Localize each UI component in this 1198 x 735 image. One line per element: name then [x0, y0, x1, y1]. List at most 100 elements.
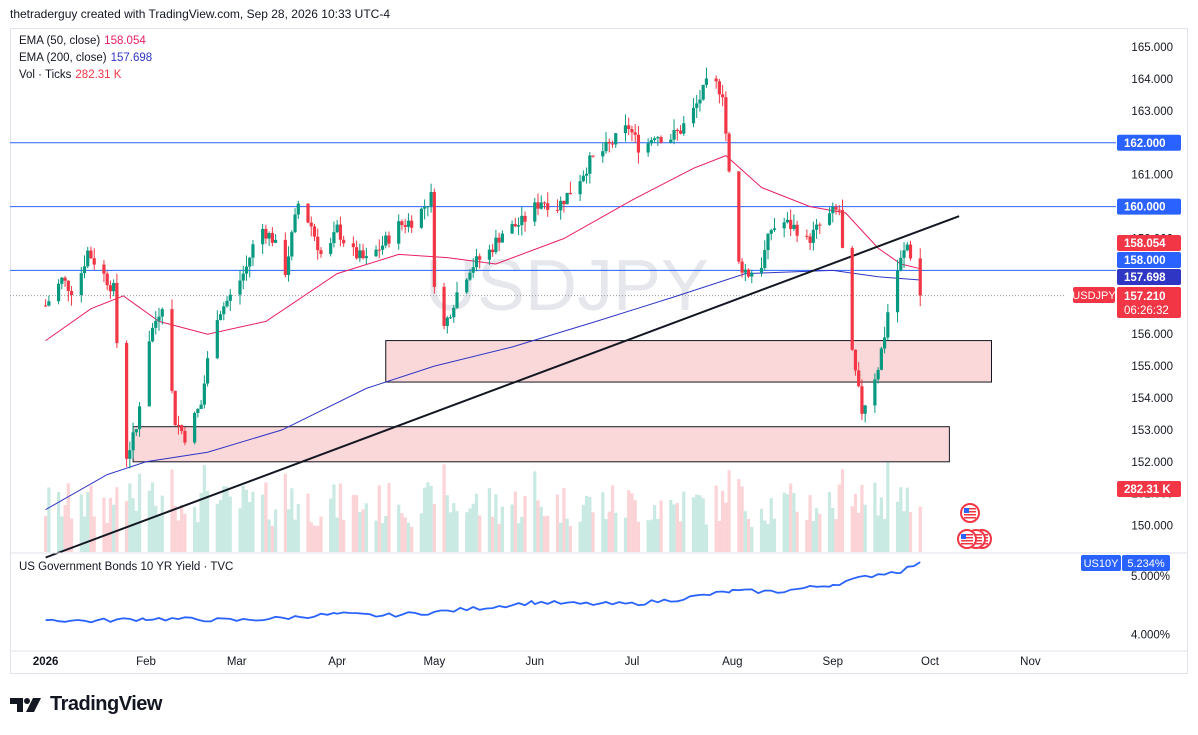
candle-body-192 — [918, 258, 922, 296]
candle-body-143 — [695, 103, 699, 108]
volume-bar-105 — [520, 516, 524, 552]
time-tick-1: Feb — [136, 656, 156, 668]
badge-yield-symbol-bg — [1081, 555, 1121, 571]
volume-bar-139 — [675, 503, 679, 552]
volume-bar-42 — [238, 508, 242, 552]
candle-body-168 — [808, 236, 812, 243]
price-tick-6: 156.000 — [1131, 329, 1173, 341]
candle-body-81 — [410, 220, 414, 228]
time-tick-7: Aug — [722, 656, 742, 668]
time-tick-3: Apr — [328, 656, 346, 668]
volume-bar-174 — [834, 519, 838, 552]
volume-bar-48 — [264, 482, 268, 552]
volume-bar-32 — [193, 506, 197, 552]
legend-volume[interactable]: Vol · Ticks 282.31 K — [19, 69, 121, 81]
volume-bar-122 — [601, 492, 605, 552]
candle-body-138 — [672, 129, 676, 140]
event-flags[interactable] — [957, 503, 992, 549]
legend-us10y[interactable]: US Government Bonds 10 YR Yield · TVC — [19, 561, 234, 573]
candle-body-184 — [879, 348, 883, 370]
volume-bar-182 — [873, 482, 877, 552]
badge-level-158-text: 158.000 — [1124, 255, 1166, 267]
candle-body-129 — [630, 129, 634, 133]
volume-bar-95 — [474, 493, 479, 552]
candle-body-80 — [406, 220, 411, 227]
badge-volume-text: 282.31 K — [1124, 484, 1171, 496]
volume-bar-80 — [406, 522, 411, 552]
us-flag-icon-0-stripe-2 — [964, 514, 976, 516]
candle-body-186 — [886, 312, 890, 338]
volume-bar-120 — [588, 497, 592, 552]
candle-body-165 — [792, 224, 796, 229]
candle-body-74 — [380, 245, 385, 250]
volume-bar-161 — [772, 518, 777, 552]
volume-bar-62 — [329, 498, 333, 552]
time-axis[interactable]: 2026 Feb Mar Apr May Jun Jul Aug Sep Oct Nov — [33, 656, 1041, 668]
volume-bar-184 — [879, 497, 883, 552]
badge-yield-value-bg — [1122, 555, 1170, 571]
candle-body-178 — [853, 349, 858, 371]
badge-last-price-text: 157.210 — [1124, 291, 1166, 303]
candle-body-94 — [471, 267, 475, 273]
symbol-watermark: USDJPY — [425, 246, 709, 326]
volume-bar-64 — [335, 517, 339, 552]
candle-body-107 — [533, 202, 537, 222]
volume-bar-21 — [137, 473, 142, 552]
volume-bar-51 — [274, 509, 278, 552]
volume-bar-103 — [513, 491, 517, 552]
legend-ema200[interactable]: EMA (200, close) 157.698 — [19, 52, 152, 64]
volume-bar-166 — [795, 511, 799, 552]
candle-body-44 — [244, 266, 249, 274]
volume-bar-179 — [857, 512, 861, 552]
candle-body-121 — [591, 155, 595, 157]
candle-body-32 — [193, 412, 197, 443]
candle-body-86 — [432, 192, 436, 287]
candle-body-153 — [740, 261, 744, 273]
candle-body-79 — [403, 224, 407, 227]
candle-body-64 — [335, 224, 339, 233]
candle-body-25 — [157, 316, 161, 321]
candle-body-20 — [134, 429, 138, 433]
footer-brand[interactable]: TradingView — [10, 693, 162, 716]
volume-bar-79 — [403, 517, 407, 552]
candle-body-179 — [857, 370, 861, 387]
volume-bar-22 — [147, 490, 151, 552]
support-zone-1 — [132, 426, 950, 463]
time-tick-6: Jul — [625, 656, 640, 668]
volume-bar-186 — [886, 462, 890, 552]
candle-body-48 — [264, 228, 268, 239]
volume-bar-190 — [905, 487, 909, 552]
volume-bar-46 — [251, 491, 255, 552]
volume-bar-43 — [241, 485, 245, 552]
volume-bar-71 — [364, 503, 368, 552]
volume-bar-5 — [66, 483, 70, 552]
candle-body-191 — [908, 244, 913, 259]
price-tick-14: 164.000 — [1131, 74, 1173, 86]
volume-bar-99 — [494, 494, 498, 552]
volume-bar-87 — [442, 464, 446, 552]
horizontal-levels — [10, 142, 1116, 297]
candle-body-67 — [351, 243, 355, 248]
candle-body-50 — [270, 233, 274, 243]
volume-bar-176 — [840, 469, 845, 552]
price-axis[interactable]: 150.000151.000152.000153.000154.000155.0… — [10, 42, 1188, 652]
yield-line — [45, 561, 921, 624]
ema50-line — [45, 155, 921, 342]
volume-bar-94 — [471, 503, 475, 552]
badge-ema50-text: 158.054 — [1124, 238, 1166, 250]
volume-bar-130 — [633, 500, 637, 552]
badge-symbol-bg — [1073, 287, 1115, 303]
candle-body-190 — [905, 244, 909, 251]
volume-bar-164 — [789, 483, 793, 552]
volume-bar-129 — [630, 493, 634, 552]
volume-bar-52 — [283, 473, 287, 552]
volume-bar-24 — [154, 505, 158, 552]
candle-body-70 — [361, 250, 365, 259]
trendline[interactable] — [45, 215, 960, 559]
legend-ema50[interactable]: EMA (50, close) 158.054 — [19, 35, 146, 47]
volume-bar-145 — [701, 498, 705, 552]
volume-bar-151 — [727, 470, 731, 552]
volume-bar-100 — [497, 523, 501, 552]
volume-bar-65 — [338, 483, 343, 552]
